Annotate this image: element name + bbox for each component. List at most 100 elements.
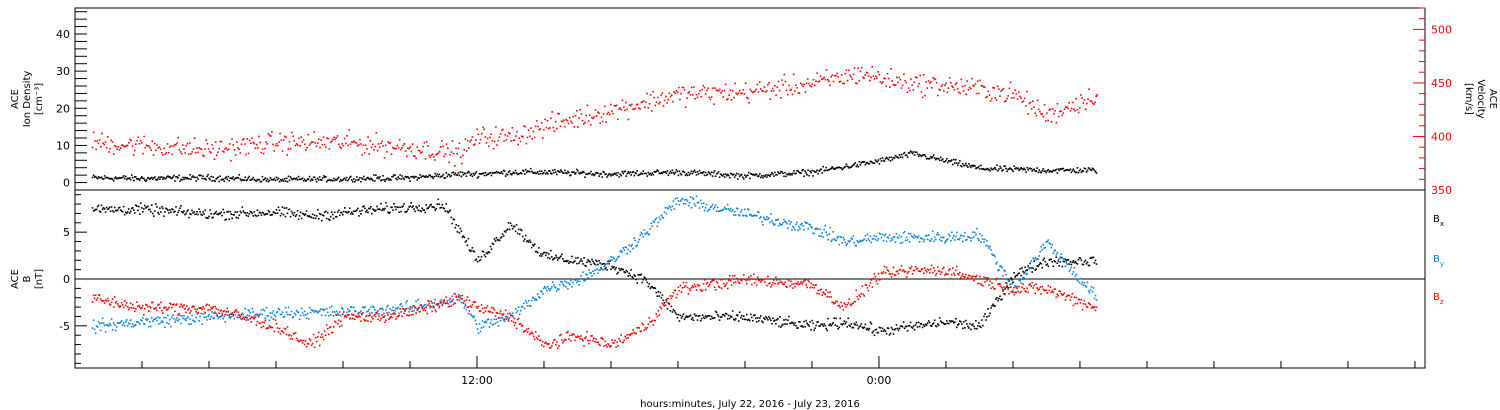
data-point (706, 281, 709, 284)
data-point (182, 176, 184, 179)
data-point (729, 315, 732, 318)
data-point (928, 321, 931, 324)
data-point (101, 317, 104, 320)
data-point (914, 265, 917, 268)
data-point (843, 302, 846, 304)
data-point (717, 171, 720, 173)
data-point (1079, 257, 1082, 260)
data-point (954, 162, 956, 164)
data-point (1047, 265, 1050, 268)
data-point (209, 308, 211, 311)
data-point (925, 158, 928, 160)
data-point (1033, 284, 1035, 287)
data-point (680, 173, 683, 176)
data-point (284, 306, 287, 309)
data-point (857, 327, 860, 330)
data-point (304, 143, 306, 146)
data-point (883, 328, 886, 331)
data-point (108, 151, 110, 153)
data-point (803, 83, 805, 86)
data-point (608, 262, 610, 265)
data-point (1082, 303, 1085, 305)
data-point (458, 232, 461, 234)
data-point (880, 330, 883, 332)
data-point (910, 326, 913, 328)
data-point (185, 144, 188, 147)
data-point (835, 300, 837, 303)
data-point (941, 267, 944, 270)
data-point (627, 171, 629, 173)
data-point (348, 314, 350, 316)
data-point (454, 226, 457, 229)
data-point (534, 298, 537, 300)
data-point (930, 264, 933, 267)
data-point (455, 174, 458, 176)
data-point (893, 84, 896, 86)
data-point (713, 206, 716, 208)
data-point (715, 210, 718, 212)
data-point (257, 147, 259, 149)
data-point (1080, 283, 1083, 285)
data-point (1044, 260, 1047, 263)
data-point (421, 207, 423, 209)
data-point (762, 278, 764, 281)
data-point (457, 293, 460, 296)
data-point (835, 74, 837, 77)
data-point (865, 328, 868, 331)
data-point (643, 172, 646, 175)
data-point (272, 179, 275, 181)
data-point (944, 242, 946, 244)
data-point (744, 318, 746, 321)
data-point (858, 241, 861, 243)
data-point (988, 247, 990, 249)
data-point (810, 85, 813, 88)
data-point (611, 265, 613, 268)
density-tick-label: 30 (56, 65, 70, 78)
data-point (847, 240, 850, 242)
data-point (755, 278, 757, 281)
data-point (212, 147, 215, 150)
data-point (368, 207, 370, 210)
data-point (445, 296, 448, 298)
data-point (141, 142, 143, 144)
data-point (119, 147, 122, 149)
data-point (466, 244, 469, 247)
data-point (406, 210, 408, 213)
data-point (123, 324, 126, 327)
data-point (577, 170, 579, 172)
data-point (936, 157, 939, 160)
data-point (245, 319, 248, 321)
data-point (825, 327, 827, 330)
data-point (901, 325, 904, 328)
data-point (998, 88, 1000, 90)
field-axis-label: ACE B [nT] (10, 269, 45, 289)
data-point (889, 240, 892, 242)
data-point (117, 322, 120, 324)
data-point (385, 308, 387, 311)
data-point (236, 141, 238, 143)
data-point (960, 234, 962, 237)
data-point (293, 312, 296, 315)
data-point (1086, 169, 1089, 172)
data-point (842, 322, 845, 325)
data-point (928, 239, 931, 242)
data-point (289, 337, 292, 340)
data-point (973, 236, 975, 238)
data-point (781, 223, 783, 226)
data-point (411, 206, 413, 209)
data-point (311, 310, 314, 312)
data-point (599, 173, 601, 175)
data-point (193, 305, 195, 308)
data-point (1005, 273, 1007, 276)
data-point (357, 207, 359, 210)
data-point (409, 205, 411, 207)
data-point (148, 310, 150, 312)
data-point (543, 345, 545, 348)
data-point (266, 213, 269, 215)
data-point (969, 87, 972, 90)
data-point (521, 306, 524, 308)
data-point (590, 272, 592, 274)
data-point (835, 317, 837, 320)
data-point (877, 238, 880, 240)
data-point (470, 139, 473, 141)
